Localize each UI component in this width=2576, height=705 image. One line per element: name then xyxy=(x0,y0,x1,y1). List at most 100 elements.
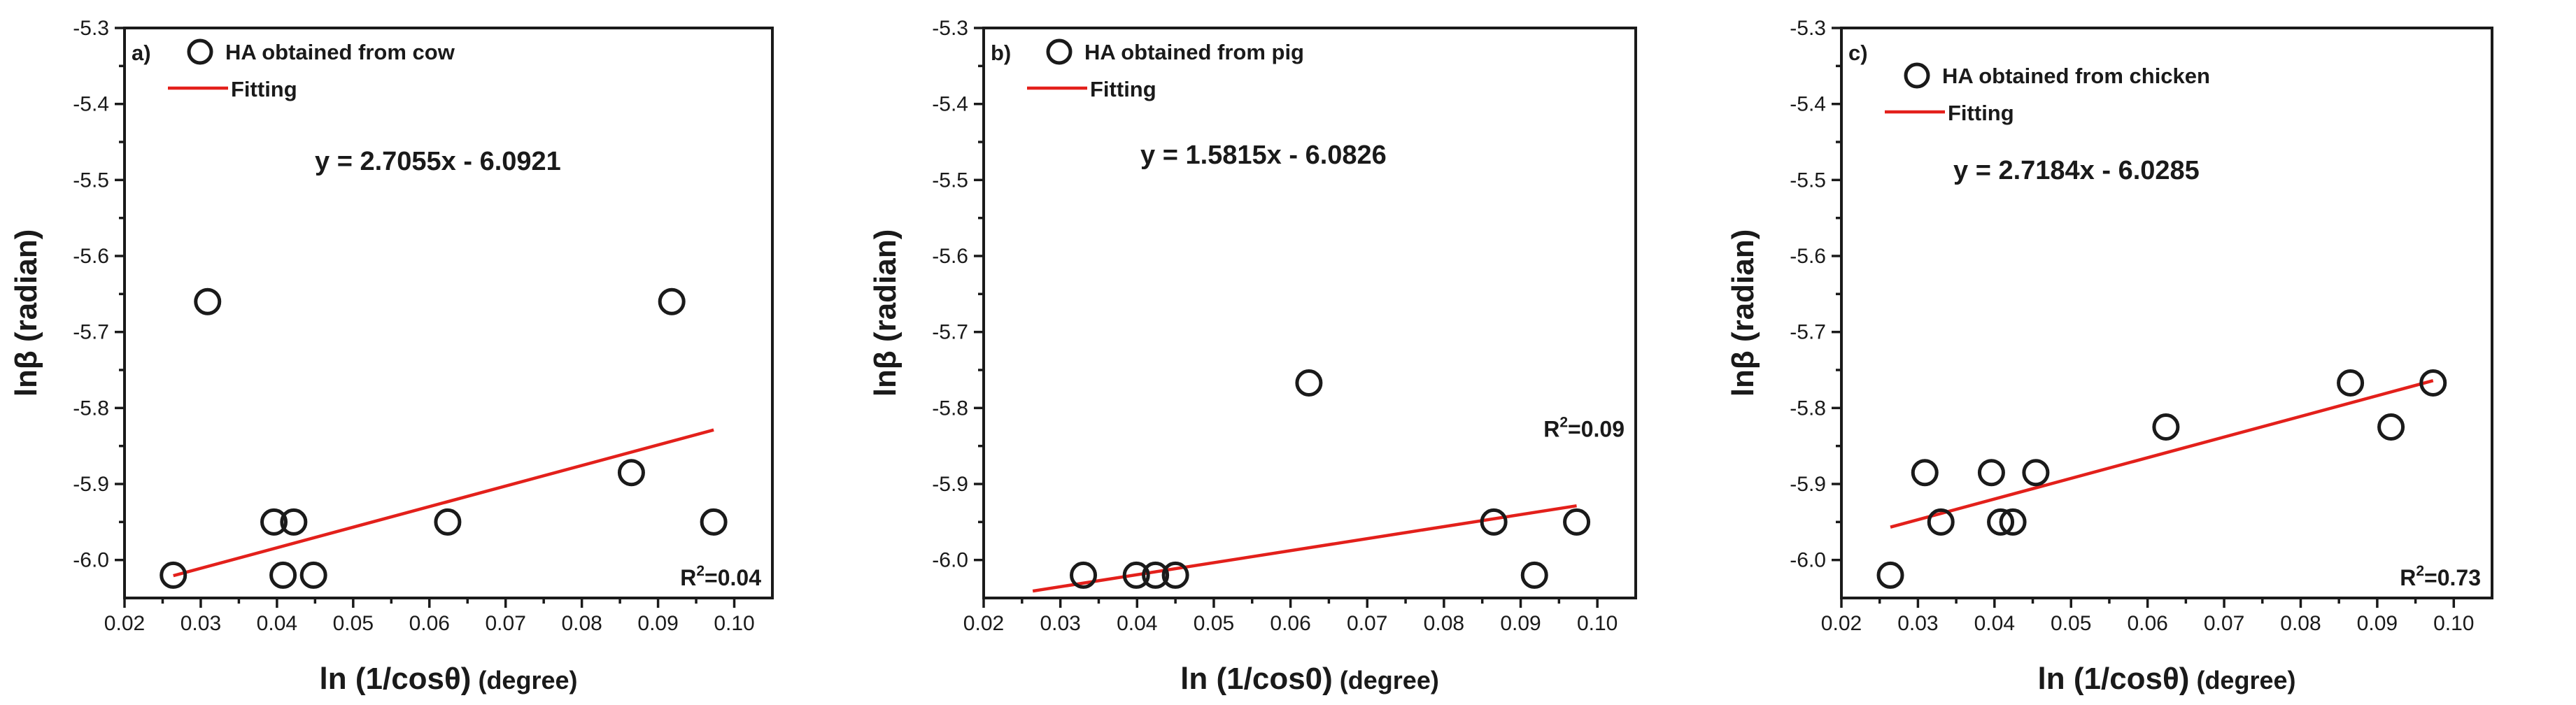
r-squared-value: =0.04 xyxy=(705,565,761,590)
x-tick-label: 0.05 xyxy=(2051,612,2091,635)
r-squared: R2=0.04 xyxy=(680,563,761,590)
x-tick-label: 0.09 xyxy=(1500,612,1541,635)
legend-label-points: HA obtained from cow xyxy=(225,40,455,64)
x-tick-label: 0.02 xyxy=(1821,612,1862,635)
x-tick-label: 0.02 xyxy=(104,612,145,635)
x-tick-label: 0.10 xyxy=(2433,612,2474,635)
y-tick-label: -5.4 xyxy=(932,93,968,116)
r-squared: R2=0.09 xyxy=(1543,415,1625,442)
data-point xyxy=(260,508,288,536)
y-axis-label: lnβ (radian) xyxy=(9,229,43,397)
x-tick-label: 0.07 xyxy=(2204,612,2244,635)
x-axis-label: ln (1/cosθ) (degree) xyxy=(320,662,578,696)
y-tick-label: -6.0 xyxy=(932,549,968,572)
data-point xyxy=(1480,508,1508,536)
data-point xyxy=(1977,459,2005,487)
y-tick-label: -5.6 xyxy=(1790,245,1826,268)
legend-label-fit: Fitting xyxy=(1090,77,1156,101)
r-squared-superscript: 2 xyxy=(2416,563,2424,579)
x-tick-label: 0.06 xyxy=(1270,612,1310,635)
y-tick-label: -5.9 xyxy=(73,473,109,496)
y-tick-label: -5.7 xyxy=(73,321,109,344)
x-tick-label: 0.02 xyxy=(963,612,1004,635)
chart-panel-1: 0.02 0.03 0.04 0.05 0.06 0.07 0.08 0.09 0.10 -6.0… xyxy=(9,17,774,696)
y-tick-label: -5.6 xyxy=(932,245,968,268)
fit-line xyxy=(173,428,714,578)
x-tick-label: 0.03 xyxy=(181,612,221,635)
data-point xyxy=(2377,413,2405,441)
y-tick-label: -5.9 xyxy=(1790,473,1826,496)
y-tick-label: -6.0 xyxy=(73,549,109,572)
panel-label: b) xyxy=(991,41,1011,65)
data-point xyxy=(1911,459,1939,487)
data-point xyxy=(434,508,462,536)
y-tick-label: -5.5 xyxy=(932,169,968,192)
r-squared-label: R xyxy=(2400,565,2416,590)
plot-frame xyxy=(1840,27,2493,599)
x-axis-label: ln (1/cos0) (degree) xyxy=(1180,662,1439,696)
data-point xyxy=(194,287,222,315)
x-tick-label: 0.09 xyxy=(637,612,678,635)
x-tick-label: 0.03 xyxy=(1897,612,1938,635)
y-tick-label: -5.3 xyxy=(1790,17,1826,40)
legend-marker-circle xyxy=(1046,38,1073,65)
legend-label-fit: Fitting xyxy=(231,77,297,101)
x-tick-label: 0.10 xyxy=(714,612,754,635)
panel-label: a) xyxy=(132,41,151,65)
x-tick-label: 0.08 xyxy=(561,612,602,635)
data-point xyxy=(2152,413,2180,441)
y-tick-label: -5.3 xyxy=(73,17,109,40)
y-tick-label: -5.7 xyxy=(1790,321,1826,344)
data-point xyxy=(1122,561,1150,589)
data-point xyxy=(700,508,728,536)
x-axis-label: ln (1/cosθ) (degree) xyxy=(2038,662,2296,696)
x-tick-label: 0.07 xyxy=(486,612,526,635)
y-tick-label: -5.8 xyxy=(1790,397,1826,420)
x-tick-label: 0.08 xyxy=(2280,612,2321,635)
data-point xyxy=(2022,459,2050,487)
legend-marker-circle xyxy=(187,38,213,65)
x-tick-label: 0.07 xyxy=(1347,612,1387,635)
data-point xyxy=(299,561,327,589)
y-tick-label: -5.8 xyxy=(932,397,968,420)
x-axis-label-unit: (degree) xyxy=(2196,666,2295,695)
data-point xyxy=(1070,561,1098,589)
legend-label-points: HA obtained from pig xyxy=(1084,40,1304,64)
r-squared-superscript: 2 xyxy=(1559,415,1568,431)
y-axis-label: lnβ (radian) xyxy=(868,229,903,397)
x-tick-label: 0.04 xyxy=(1117,612,1157,635)
legend-label-points: HA obtained from chicken xyxy=(1942,64,2210,88)
y-tick-label: -5.6 xyxy=(73,245,109,268)
data-point xyxy=(280,508,308,536)
x-tick-label: 0.06 xyxy=(2127,612,2167,635)
y-tick-label: -5.5 xyxy=(73,169,109,192)
fit-line xyxy=(1890,379,2434,529)
data-point xyxy=(617,459,645,487)
data-point xyxy=(658,287,686,315)
fit-equation: y = 2.7055x - 6.0921 xyxy=(315,147,561,176)
legend-marker-circle xyxy=(1904,62,1930,89)
data-point xyxy=(1999,508,2027,536)
x-axis-label-unit: (degree) xyxy=(478,666,577,695)
x-tick-label: 0.06 xyxy=(409,612,450,635)
x-tick-label: 0.09 xyxy=(2357,612,2398,635)
r-squared-value: =0.09 xyxy=(1568,417,1625,442)
panel-label: c) xyxy=(1848,41,1868,65)
x-axis-label-text: ln (1/cos0) xyxy=(1180,662,1333,696)
r-squared: R2=0.73 xyxy=(2400,563,2481,590)
data-point xyxy=(1876,561,1904,589)
x-tick-label: 0.08 xyxy=(1424,612,1464,635)
r-squared-value: =0.73 xyxy=(2424,565,2481,590)
data-point xyxy=(1563,508,1591,536)
x-tick-label: 0.03 xyxy=(1040,612,1080,635)
plot-frame xyxy=(982,27,1637,599)
x-axis-label-text: ln (1/cosθ) xyxy=(320,662,472,696)
data-point xyxy=(2337,369,2365,397)
data-point xyxy=(1520,561,1548,589)
r-squared-superscript: 2 xyxy=(696,563,705,579)
y-axis-label: lnβ (radian) xyxy=(1726,229,1760,397)
x-tick-label: 0.04 xyxy=(257,612,297,635)
x-axis-label-text: ln (1/cosθ) xyxy=(2038,662,2190,696)
y-tick-label: -5.4 xyxy=(1790,93,1826,116)
